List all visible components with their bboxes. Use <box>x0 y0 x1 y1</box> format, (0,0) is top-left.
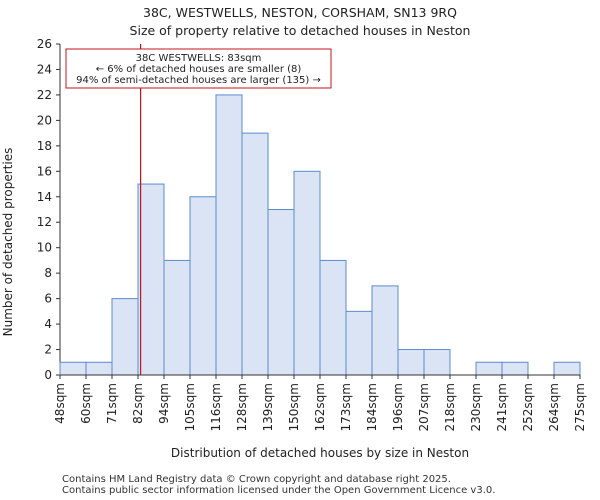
bar <box>345 310 373 376</box>
bar <box>371 285 399 376</box>
annotation-box <box>65 48 332 89</box>
annotation-line-1: 38C WESTWELLS: 83sqm <box>136 53 262 64</box>
y-tick-label: 10 <box>37 241 52 255</box>
y-tick-label: 22 <box>37 88 52 102</box>
x-tick-label: 116sqm <box>209 383 223 431</box>
bar <box>475 361 503 376</box>
y-tick-label: 8 <box>44 266 52 280</box>
bar <box>293 170 321 376</box>
y-tick-label: 4 <box>44 317 52 331</box>
y-tick-label: 26 <box>37 37 52 51</box>
y-tick-label: 2 <box>44 343 52 357</box>
x-tick-label: 162sqm <box>313 383 327 431</box>
x-axis-label: Distribution of detached houses by size … <box>171 446 469 460</box>
bar <box>553 361 581 376</box>
footer-line-2: Contains public sector information licen… <box>62 485 496 496</box>
y-axis-label: Number of detached properties <box>1 148 15 337</box>
footer-line-1: Contains HM Land Registry data © Crown c… <box>62 474 451 485</box>
bar <box>215 94 243 376</box>
x-tick-label: 252sqm <box>521 383 535 431</box>
x-tick-label: 82sqm <box>131 383 145 424</box>
annotation-line-2: ← 6% of detached houses are smaller (8) <box>96 64 302 75</box>
bar <box>501 361 529 376</box>
x-tick-label: 230sqm <box>469 383 483 431</box>
bar <box>163 259 191 376</box>
bar <box>85 361 113 376</box>
x-tick-label: 94sqm <box>157 383 171 424</box>
x-tick-label: 196sqm <box>391 383 405 431</box>
title-line-2: Size of property relative to detached ho… <box>129 23 471 38</box>
y-tick-label: 20 <box>37 113 52 127</box>
x-tick-label: 105sqm <box>183 383 197 431</box>
bar <box>397 349 425 376</box>
x-tick-label: 71sqm <box>105 383 119 424</box>
footer: Contains HM Land Registry data © Crown c… <box>62 474 495 496</box>
x-tick-label: 275sqm <box>573 383 587 431</box>
bar <box>59 361 87 376</box>
y-tick-label: 12 <box>37 215 52 229</box>
x-tick-label: 218sqm <box>443 383 457 431</box>
chart-title: 38C, WESTWELLS, NESTON, CORSHAM, SN13 9R… <box>0 4 600 40</box>
bar <box>111 298 139 376</box>
x-tick-label: 241sqm <box>495 383 509 431</box>
x-tick-label: 150sqm <box>287 383 301 431</box>
bar <box>189 196 217 376</box>
y-tick-label: 16 <box>37 164 52 178</box>
bar <box>267 209 295 376</box>
bar <box>137 183 165 376</box>
bar <box>423 349 451 376</box>
y-tick-label: 6 <box>44 292 52 306</box>
x-tick-label: 184sqm <box>365 383 379 431</box>
title-line-1: 38C, WESTWELLS, NESTON, CORSHAM, SN13 9R… <box>143 5 457 20</box>
bar <box>319 259 347 376</box>
x-tick-label: 48sqm <box>53 383 67 424</box>
x-tick-label: 128sqm <box>235 383 249 431</box>
x-tick-label: 139sqm <box>261 383 275 431</box>
x-tick-label: 60sqm <box>79 383 93 424</box>
property-marker: 38C WESTWELLS: 83sqm← 6% of detached hou… <box>65 44 332 375</box>
x-tick-label: 207sqm <box>417 383 431 431</box>
bar <box>241 132 269 376</box>
x-axis: 48sqm 60sqm 71sqm 82sqm 94sqm 105sqm 116sqm 128… <box>53 374 587 431</box>
y-tick-label: 0 <box>44 368 52 382</box>
y-tick-label: 14 <box>37 190 52 204</box>
y-tick-label: 24 <box>37 62 52 76</box>
y-tick-label: 18 <box>37 139 52 153</box>
annotation-line-3: 94% of semi-detached houses are larger (… <box>76 75 321 86</box>
x-tick-label: 173sqm <box>339 383 353 431</box>
x-tick-label: 264sqm <box>547 383 561 431</box>
bars <box>59 94 581 376</box>
